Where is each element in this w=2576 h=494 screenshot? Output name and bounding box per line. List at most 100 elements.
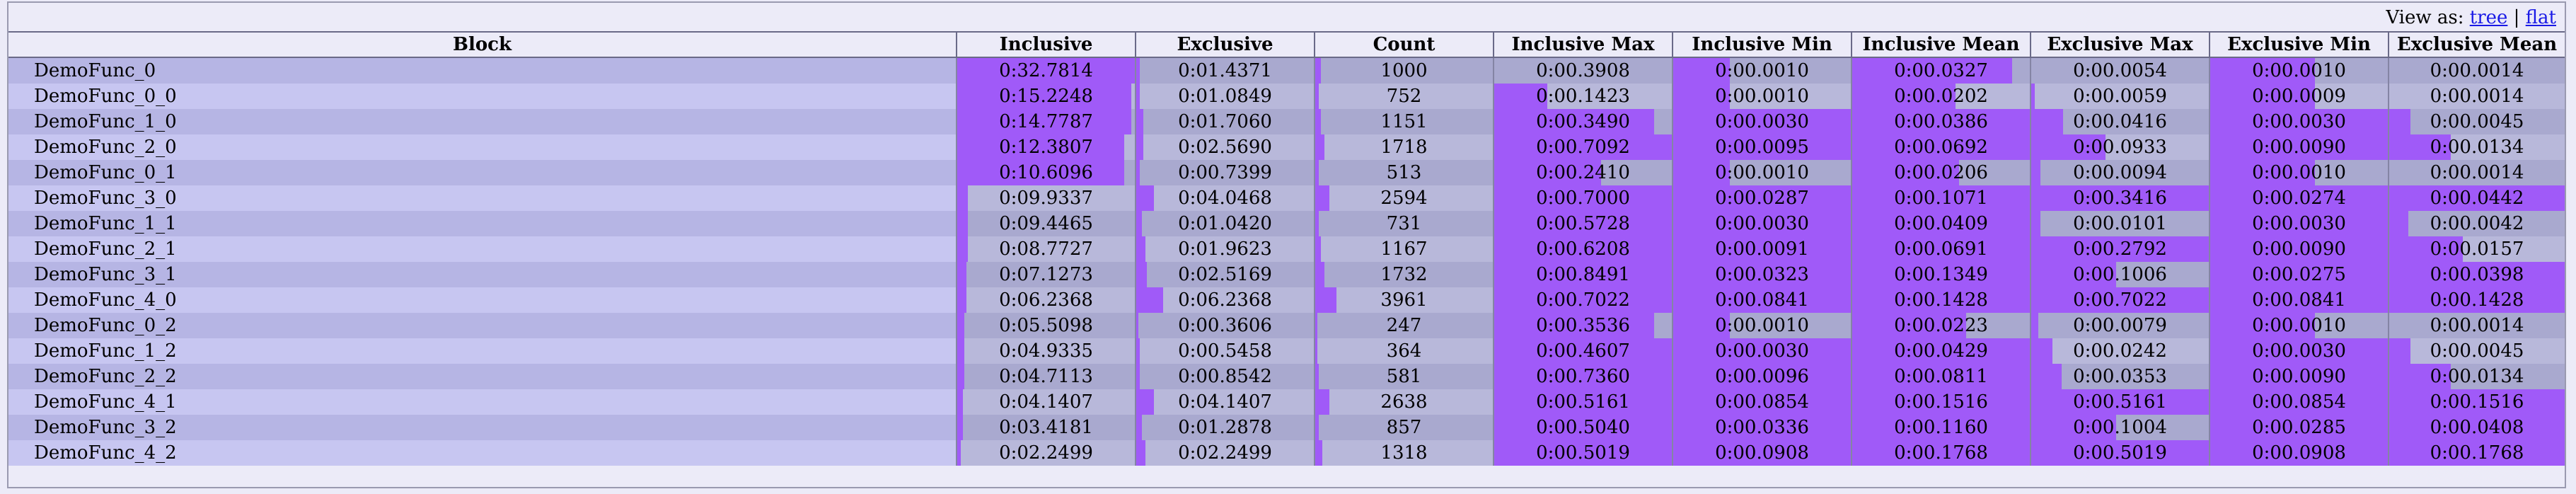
- block-cell: DemoFunc_4_2: [8, 440, 957, 466]
- proportion-bar: [1137, 134, 1144, 160]
- metric-cell-exclusive-min: 0:00.0090: [2209, 134, 2389, 160]
- metric-cell-exclusive-mean: 0:00.0014: [2388, 57, 2565, 84]
- column-header-exclusive-min[interactable]: Exclusive Min: [2209, 31, 2389, 58]
- table-row[interactable]: DemoFunc_1_0 0:14.7787 0:01.7060 1151 0:00.3…: [8, 109, 2565, 134]
- proportion-bar: [1495, 389, 1672, 415]
- view-flat-link[interactable]: flat: [2525, 7, 2556, 28]
- metric-cell-inclusive-mean: 0:00.0386: [1851, 109, 2031, 134]
- table-row[interactable]: DemoFunc_2_2 0:04.7113 0:00.8542 581 0:00.73…: [8, 364, 2565, 389]
- metric-value: 0:00.0933: [2073, 137, 2167, 158]
- proportion-bar: [1137, 58, 1140, 84]
- metric-cell-inclusive: 0:14.7787: [956, 109, 1136, 134]
- proportion-bar: [1674, 236, 1851, 262]
- metric-cell-inclusive: 0:04.7113: [956, 364, 1136, 389]
- column-header-inclusive-mean[interactable]: Inclusive Mean: [1851, 31, 2031, 58]
- metric-cell-inclusive-min: 0:00.0908: [1672, 440, 1852, 466]
- metric-value: 0:00.0275: [2252, 264, 2346, 285]
- proportion-bar: [1495, 313, 1654, 338]
- metric-value: 0:00.0336: [1715, 417, 1809, 438]
- table-row[interactable]: DemoFunc_1_1 0:09.4465 0:01.0420 731 0:00.57…: [8, 211, 2565, 236]
- metric-cell-exclusive: 0:00.8542: [1135, 364, 1315, 389]
- proportion-bar: [1137, 287, 1163, 313]
- column-header-count[interactable]: Count: [1314, 31, 1494, 58]
- proportion-bar: [2211, 389, 2388, 415]
- metric-value: 0:00.0811: [1894, 366, 1988, 387]
- metric-value: 0:00.0030: [2252, 213, 2346, 234]
- proportion-bar: [1853, 262, 2030, 287]
- column-header-inclusive[interactable]: Inclusive: [956, 31, 1136, 58]
- proportion-bar: [1495, 364, 1672, 389]
- metric-value: 0:00.0090: [2252, 137, 2346, 158]
- table-row[interactable]: DemoFunc_4_0 0:06.2368 0:06.2368 3961 0:00.7…: [8, 287, 2565, 313]
- metric-value: 0:00.0841: [1715, 289, 1809, 311]
- metric-cell-count: 2638: [1314, 389, 1494, 415]
- block-name: DemoFunc_4_0: [34, 289, 177, 311]
- block-cell: DemoFunc_0_2: [8, 313, 957, 338]
- metric-value: 0:04.1407: [1178, 391, 1272, 413]
- metric-value: 0:05.5098: [999, 315, 1093, 336]
- table-row[interactable]: DemoFunc_4_2 0:02.2499 0:02.2499 1318 0:00.5…: [8, 440, 2565, 466]
- metric-cell-inclusive-max: 0:00.4607: [1493, 338, 1673, 364]
- table-row[interactable]: DemoFunc_0_1 0:10.6096 0:00.7399 513 0:00.24…: [8, 160, 2565, 185]
- metric-cell-count: 1318: [1314, 440, 1494, 466]
- table-row[interactable]: DemoFunc_0_0 0:15.2248 0:01.0849 752 0:00.14…: [8, 84, 2565, 109]
- metric-cell-exclusive: 0:01.9623: [1135, 236, 1315, 262]
- column-header-exclusive-mean[interactable]: Exclusive Mean: [2388, 31, 2565, 58]
- metric-value: 0:00.0242: [2073, 340, 2167, 362]
- metric-value: 0:00.1516: [2430, 391, 2524, 413]
- metric-cell-count: 1167: [1314, 236, 1494, 262]
- metric-cell-exclusive-mean: 0:00.1428: [2388, 287, 2565, 313]
- proportion-bar: [1316, 415, 1319, 440]
- proportion-bar: [1495, 440, 1672, 466]
- proportion-bar: [958, 440, 961, 466]
- table-row[interactable]: DemoFunc_0_2 0:05.5098 0:00.3606 247 0:00.35…: [8, 313, 2565, 338]
- proportion-bar: [958, 134, 1124, 160]
- metric-value: 0:00.5161: [1536, 391, 1630, 413]
- column-header-exclusive[interactable]: Exclusive: [1135, 31, 1315, 58]
- table-row[interactable]: DemoFunc_2_0 0:12.3807 0:02.5690 1718 0:00.7…: [8, 134, 2565, 160]
- proportion-bar: [1495, 236, 1672, 262]
- metric-value: 857: [1386, 417, 1422, 438]
- metric-value: 1167: [1380, 239, 1428, 260]
- proportion-bar: [2211, 185, 2388, 211]
- column-header-exclusive-max[interactable]: Exclusive Max: [2030, 31, 2210, 58]
- metric-cell-inclusive: 0:05.5098: [956, 313, 1136, 338]
- metric-cell-exclusive-min: 0:00.0010: [2209, 313, 2389, 338]
- proportion-bar: [2211, 109, 2388, 134]
- metric-cell-inclusive-mean: 0:00.0202: [1851, 84, 2031, 109]
- metric-value: 0:00.0059: [2073, 86, 2167, 107]
- column-header-inclusive-min[interactable]: Inclusive Min: [1672, 31, 1852, 58]
- metric-cell-exclusive-mean: 0:00.0045: [2388, 109, 2565, 134]
- proportion-bar: [1853, 84, 1956, 109]
- metric-cell-inclusive-min: 0:00.0091: [1672, 236, 1852, 262]
- metric-value: 0:00.0010: [1715, 86, 1809, 107]
- metric-value: 0:00.0134: [2430, 137, 2524, 158]
- column-header-block[interactable]: Block: [8, 31, 957, 58]
- table-row[interactable]: DemoFunc_3_1 0:07.1273 0:02.5169 1732 0:00.8…: [8, 262, 2565, 287]
- metric-cell-exclusive: 0:02.5690: [1135, 134, 1315, 160]
- table-row[interactable]: DemoFunc_0 0:32.7814 0:01.4371 1000 0:00.390…: [8, 57, 2565, 84]
- table-row[interactable]: DemoFunc_3_2 0:03.4181 0:01.2878 857 0:00.50…: [8, 415, 2565, 440]
- block-name: DemoFunc_1_2: [34, 340, 177, 362]
- proportion-bar: [1316, 134, 1324, 160]
- proportion-bar: [2390, 262, 2565, 287]
- view-tree-link[interactable]: tree: [2469, 7, 2508, 28]
- metric-cell-inclusive-max: 0:00.5161: [1493, 389, 1673, 415]
- proportion-bar: [1674, 389, 1851, 415]
- metric-value: 0:00.0010: [1715, 60, 1809, 81]
- metric-cell-inclusive-mean: 0:00.1768: [1851, 440, 2031, 466]
- proportion-bar: [958, 338, 965, 364]
- proportion-bar: [1137, 109, 1144, 134]
- table-row[interactable]: DemoFunc_1_2 0:04.9335 0:00.5458 364 0:00.46…: [8, 338, 2565, 364]
- metric-value: 0:32.7814: [999, 60, 1093, 81]
- column-header-inclusive-max[interactable]: Inclusive Max: [1493, 31, 1673, 58]
- profiler-panel: View as: tree | flat Block Inclusive Exclu…: [7, 1, 2566, 488]
- table-row[interactable]: DemoFunc_3_0 0:09.9337 0:04.0468 2594 0:00.7…: [8, 185, 2565, 211]
- metric-value: 0:00.0101: [2073, 213, 2167, 234]
- proportion-bar: [1853, 236, 2030, 262]
- metric-cell-count: 1718: [1314, 134, 1494, 160]
- metric-cell-inclusive: 0:06.2368: [956, 287, 1136, 313]
- table-row[interactable]: DemoFunc_2_1 0:08.7727 0:01.9623 1167 0:00.6…: [8, 236, 2565, 262]
- table-row[interactable]: DemoFunc_4_1 0:04.1407 0:04.1407 2638 0:00.5…: [8, 389, 2565, 415]
- proportion-bar: [2390, 364, 2451, 389]
